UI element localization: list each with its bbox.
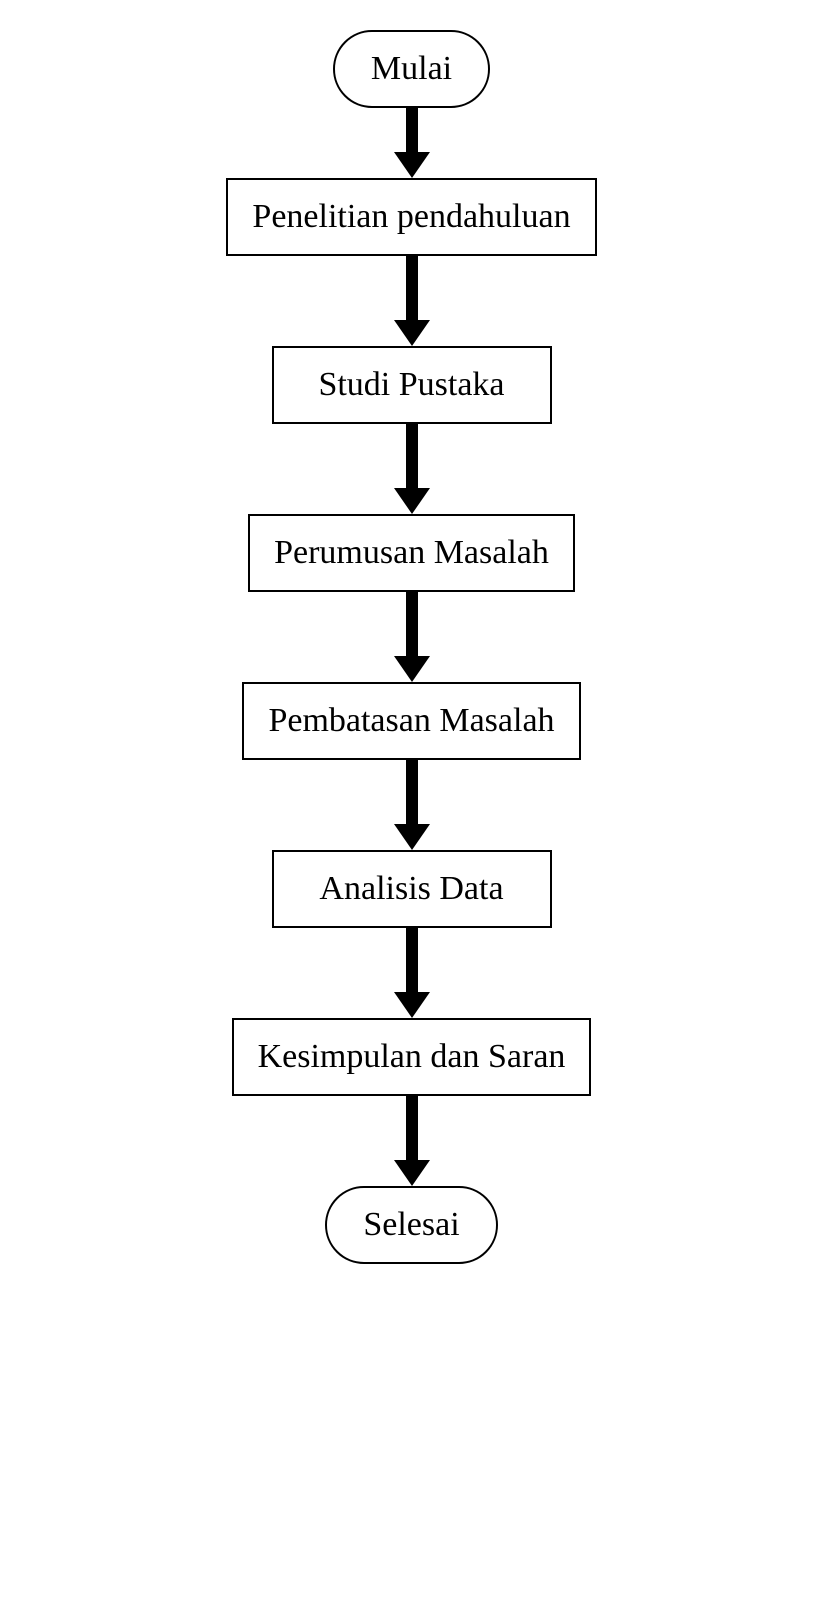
arrow-head-icon [394,656,430,682]
edge-arrow [394,424,430,514]
node-label: Penelitian pendahuluan [252,198,570,235]
edge-arrow [394,760,430,850]
arrow-shaft [406,108,418,152]
terminator-start: Mulai [333,30,490,108]
edge-arrow [394,256,430,346]
edge-arrow [394,108,430,178]
edge-arrow [394,592,430,682]
arrow-shaft [406,1096,418,1160]
arrow-shaft [406,928,418,992]
node-label: Mulai [371,50,452,87]
arrow-head-icon [394,1160,430,1186]
node-label: Analisis Data [319,870,503,907]
arrow-head-icon [394,488,430,514]
node-label: Kesimpulan dan Saran [258,1038,566,1075]
edge-arrow [394,928,430,1018]
terminator-end: Selesai [325,1186,497,1264]
arrow-head-icon [394,824,430,850]
arrow-shaft [406,760,418,824]
arrow-shaft [406,424,418,488]
arrow-shaft [406,256,418,320]
arrow-head-icon [394,320,430,346]
arrow-head-icon [394,152,430,178]
process-perumusan-masalah: Perumusan Masalah [248,514,575,592]
node-label: Perumusan Masalah [274,534,549,571]
edge-arrow [394,1096,430,1186]
process-analisis-data: Analisis Data [272,850,552,928]
flowchart-container: Mulai Penelitian pendahuluan Studi Pusta… [226,30,596,1264]
node-label: Studi Pustaka [318,366,504,403]
process-penelitian-pendahuluan: Penelitian pendahuluan [226,178,596,256]
arrow-shaft [406,592,418,656]
node-label: Selesai [363,1206,459,1243]
node-label: Pembatasan Masalah [268,702,554,739]
process-studi-pustaka: Studi Pustaka [272,346,552,424]
arrow-head-icon [394,992,430,1018]
process-pembatasan-masalah: Pembatasan Masalah [242,682,580,760]
process-kesimpulan-dan-saran: Kesimpulan dan Saran [232,1018,592,1096]
